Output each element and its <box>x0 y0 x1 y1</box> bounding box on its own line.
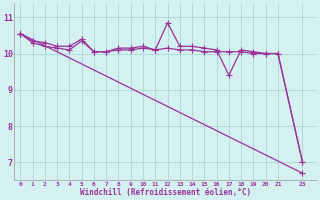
X-axis label: Windchill (Refroidissement éolien,°C): Windchill (Refroidissement éolien,°C) <box>80 188 251 197</box>
